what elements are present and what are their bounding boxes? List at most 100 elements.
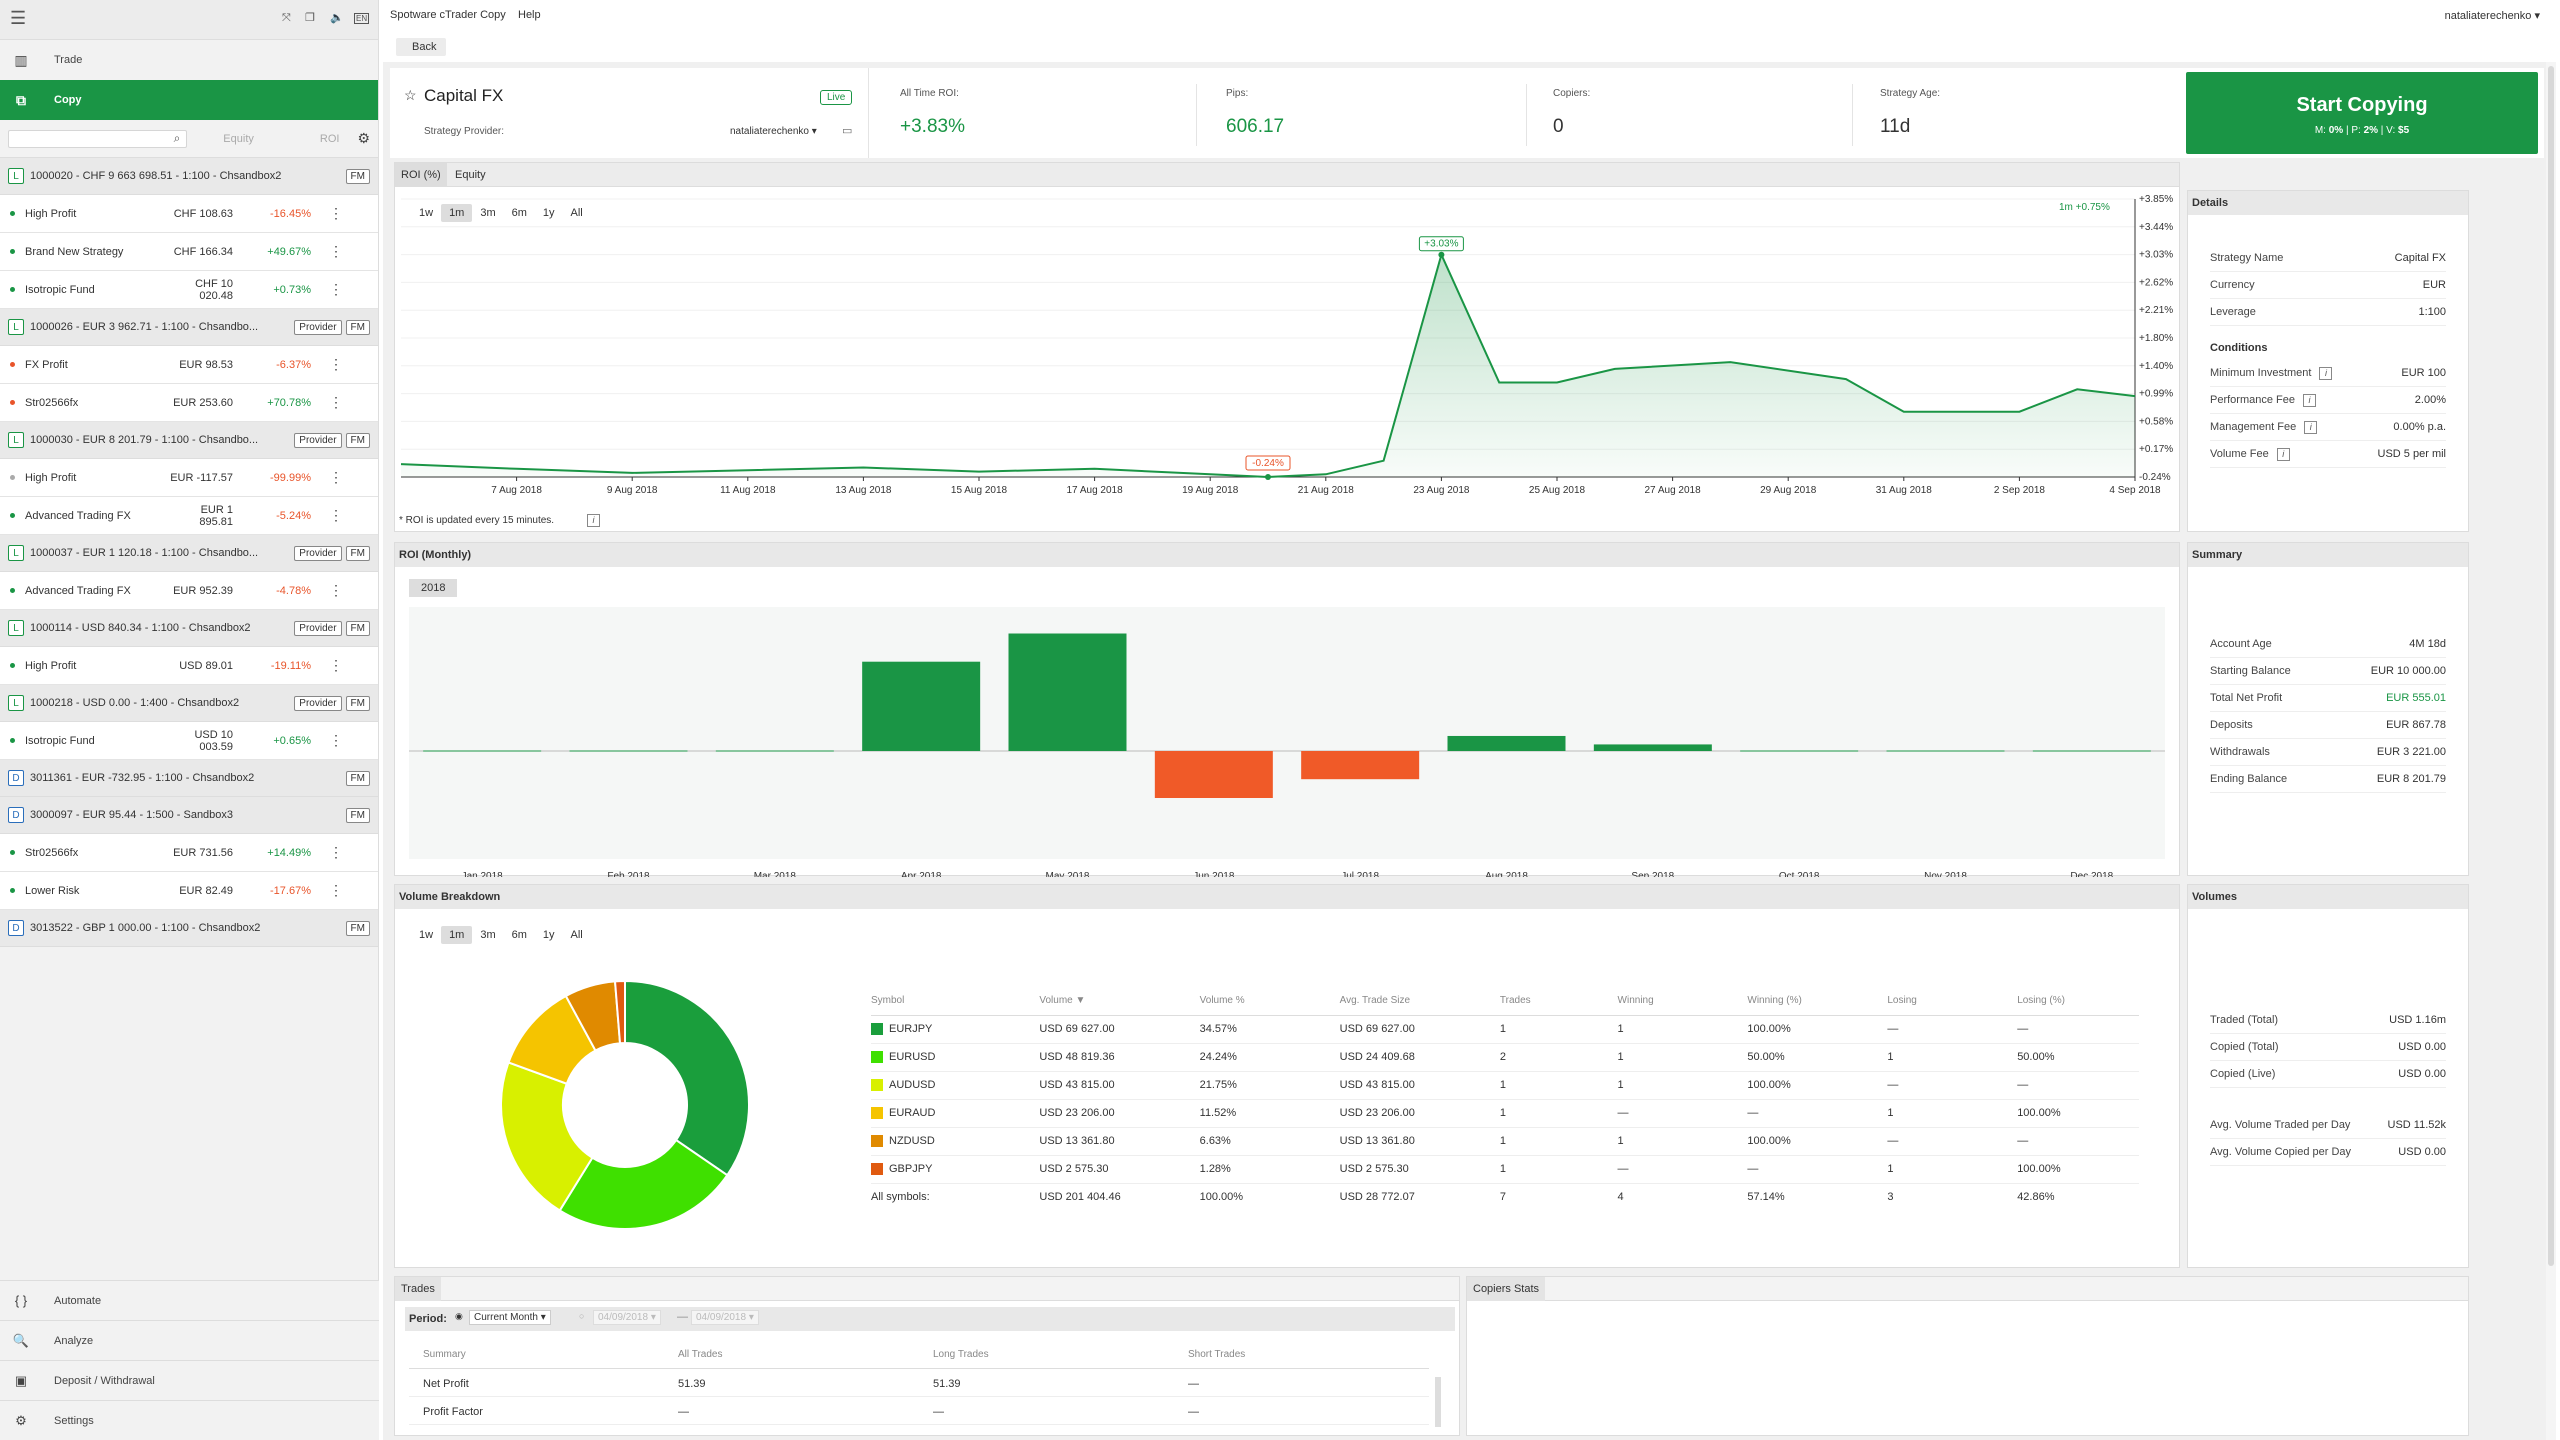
fm-tag[interactable]: FM bbox=[345, 432, 370, 448]
page-scrollbar[interactable] bbox=[2546, 62, 2556, 1440]
account-row[interactable]: L 1000026 - EUR 3 962.71 - 1:100 - Chsand… bbox=[0, 309, 378, 346]
period-select[interactable]: Current Month ▾ bbox=[469, 1310, 551, 1325]
year-selector[interactable]: 2018 bbox=[409, 579, 458, 597]
gear-icon[interactable]: ⚙ bbox=[357, 130, 370, 146]
volume-col-header[interactable]: Volume ▼ bbox=[1039, 987, 1200, 1016]
provider-tag[interactable]: Provider bbox=[294, 432, 342, 448]
date-from[interactable]: 04/09/2018 ▾ bbox=[593, 1310, 661, 1325]
radio-current[interactable]: ◉ bbox=[455, 1311, 463, 1321]
fm-tag[interactable]: FM bbox=[345, 920, 370, 936]
more-vertical-icon[interactable]: ⋮ bbox=[329, 394, 343, 410]
account-row[interactable]: L 1000218 - USD 0.00 - 1:400 - Chsandbox2… bbox=[0, 685, 378, 722]
strategy-row[interactable]: Lower Risk EUR 82.49 -17.67% ⋮ bbox=[0, 872, 378, 910]
fm-tag[interactable]: FM bbox=[345, 545, 370, 561]
start-copying-button[interactable]: Start Copying M: 0% | P: 2% | V: $5 bbox=[2186, 72, 2538, 154]
message-icon[interactable]: ▭ bbox=[842, 125, 853, 137]
account-row[interactable]: L 1000030 - EUR 8 201.79 - 1:100 - Chsand… bbox=[0, 422, 378, 459]
help-menu[interactable]: Help bbox=[518, 9, 541, 21]
strategy-row[interactable]: Isotropic Fund USD 10 003.59 +0.65% ⋮ bbox=[0, 722, 378, 760]
vol-range-1y[interactable]: 1y bbox=[542, 929, 555, 941]
sound-icon[interactable]: 🔈 bbox=[330, 12, 344, 24]
strategy-row[interactable]: Advanced Trading FX EUR 952.39 -4.78% ⋮ bbox=[0, 572, 378, 610]
info-icon[interactable]: i bbox=[2319, 366, 2333, 380]
more-vertical-icon[interactable]: ⋮ bbox=[329, 582, 343, 598]
nav-trade[interactable]: ▥ Trade bbox=[0, 40, 378, 80]
account-row[interactable]: L 1000114 - USD 840.34 - 1:100 - Chsandbo… bbox=[0, 610, 378, 647]
fm-tag[interactable]: FM bbox=[345, 168, 370, 184]
fm-tag[interactable]: FM bbox=[345, 807, 370, 823]
more-vertical-icon[interactable]: ⋮ bbox=[329, 205, 343, 221]
tab-roi[interactable]: ROI (%) bbox=[395, 163, 447, 187]
menu-icon[interactable]: ☰ bbox=[10, 8, 27, 28]
tab-trades[interactable]: Trades bbox=[395, 1277, 441, 1301]
more-vertical-icon[interactable]: ⋮ bbox=[329, 732, 343, 748]
fm-tag[interactable]: FM bbox=[345, 695, 370, 711]
more-vertical-icon[interactable]: ⋮ bbox=[329, 507, 343, 523]
strategy-row[interactable]: High Profit USD 89.01 -19.11% ⋮ bbox=[0, 647, 378, 685]
account-row[interactable]: L 1000037 - EUR 1 120.18 - 1:100 - Chsand… bbox=[0, 535, 378, 572]
strategy-row[interactable]: Brand New Strategy CHF 166.34 +49.67% ⋮ bbox=[0, 233, 378, 271]
range-all[interactable]: All bbox=[570, 207, 583, 219]
strategy-row[interactable]: Str02566fx EUR 731.56 +14.49% ⋮ bbox=[0, 834, 378, 872]
vol-range-3m[interactable]: 3m bbox=[480, 929, 496, 941]
range-1y[interactable]: 1y bbox=[542, 207, 555, 219]
tab-equity[interactable]: Equity bbox=[455, 169, 486, 181]
info-icon[interactable]: i bbox=[2304, 420, 2318, 434]
account-row[interactable]: D 3013522 - GBP 1 000.00 - 1:100 - Chsand… bbox=[0, 910, 378, 947]
fullscreen-icon[interactable]: ⤧ bbox=[282, 12, 291, 24]
volume-col-header[interactable]: Avg. Trade Size bbox=[1339, 987, 1500, 1016]
info-icon[interactable]: i bbox=[587, 514, 600, 527]
strategy-row[interactable]: Str02566fx EUR 253.60 +70.78% ⋮ bbox=[0, 384, 378, 422]
nav-deposit-withdrawal[interactable]: ▣ Deposit / Withdrawal bbox=[0, 1360, 379, 1400]
range-6m[interactable]: 6m bbox=[511, 207, 527, 219]
volume-col-header[interactable]: Losing bbox=[1887, 987, 2018, 1016]
volume-col-header[interactable]: Losing (%) bbox=[2017, 987, 2139, 1016]
volume-col-header[interactable]: Winning (%) bbox=[1747, 987, 1888, 1016]
info-icon[interactable]: i bbox=[2276, 447, 2290, 461]
range-3m[interactable]: 3m bbox=[480, 207, 496, 219]
info-icon[interactable]: i bbox=[2302, 393, 2316, 407]
more-vertical-icon[interactable]: ⋮ bbox=[329, 844, 343, 860]
radio-custom[interactable]: ○ bbox=[579, 1311, 585, 1321]
tab-copiers-stats[interactable]: Copiers Stats bbox=[1467, 1277, 1546, 1301]
search-input[interactable]: ⌕ bbox=[8, 129, 188, 148]
star-icon[interactable]: ☆ bbox=[404, 87, 417, 103]
more-vertical-icon[interactable]: ⋮ bbox=[329, 657, 343, 673]
account-row[interactable]: L 1000020 - CHF 9 663 698.51 - 1:100 - Ch… bbox=[0, 158, 378, 195]
vol-range-1m[interactable]: 1m bbox=[441, 926, 473, 944]
provider-tag[interactable]: Provider bbox=[294, 319, 342, 335]
equity-column-header[interactable]: Equity bbox=[223, 132, 254, 145]
window-icon[interactable]: ❐ bbox=[305, 12, 315, 24]
more-vertical-icon[interactable]: ⋮ bbox=[329, 882, 343, 898]
roi-column-header[interactable]: ROI bbox=[319, 132, 340, 145]
nav-analyze[interactable]: 🔍 Analyze bbox=[0, 1320, 379, 1360]
more-vertical-icon[interactable]: ⋮ bbox=[329, 243, 343, 259]
strategy-row[interactable]: FX Profit EUR 98.53 -6.37% ⋮ bbox=[0, 346, 378, 384]
account-row[interactable]: D 3000097 - EUR 95.44 - 1:500 - Sandbox3 F… bbox=[0, 797, 378, 834]
fm-tag[interactable]: FM bbox=[345, 620, 370, 636]
volume-col-header[interactable]: Winning bbox=[1617, 987, 1748, 1016]
volume-col-header[interactable]: Symbol bbox=[871, 987, 1040, 1016]
range-1w[interactable]: 1w bbox=[419, 207, 434, 219]
date-to[interactable]: 04/09/2018 ▾ bbox=[691, 1310, 759, 1325]
user-menu[interactable]: nataliaterechenko ▾ bbox=[2444, 10, 2540, 22]
more-vertical-icon[interactable]: ⋮ bbox=[329, 356, 343, 372]
volume-col-header[interactable]: Volume % bbox=[1199, 987, 1340, 1016]
vol-range-1w[interactable]: 1w bbox=[419, 929, 434, 941]
strategy-row[interactable]: High Profit EUR -117.57 -99.99% ⋮ bbox=[0, 459, 378, 497]
nav-automate[interactable]: { } Automate bbox=[0, 1280, 379, 1320]
language-button[interactable]: EN bbox=[354, 13, 370, 24]
provider-dropdown[interactable]: nataliaterechenko ▾ bbox=[730, 126, 817, 137]
fm-tag[interactable]: FM bbox=[345, 319, 370, 335]
vol-range-all[interactable]: All bbox=[570, 929, 583, 941]
trades-scrollbar[interactable] bbox=[1435, 1377, 1441, 1427]
strategy-row[interactable]: High Profit CHF 108.63 -16.45% ⋮ bbox=[0, 195, 378, 233]
vol-range-6m[interactable]: 6m bbox=[511, 929, 527, 941]
nav-copy[interactable]: ⧉ Copy bbox=[0, 80, 378, 120]
more-vertical-icon[interactable]: ⋮ bbox=[329, 281, 343, 297]
more-vertical-icon[interactable]: ⋮ bbox=[329, 469, 343, 485]
strategy-row[interactable]: Advanced Trading FX EUR 1 895.81 -5.24% ⋮ bbox=[0, 497, 378, 535]
provider-tag[interactable]: Provider bbox=[294, 695, 342, 711]
fm-tag[interactable]: FM bbox=[345, 770, 370, 786]
range-1m[interactable]: 1m bbox=[441, 204, 473, 222]
